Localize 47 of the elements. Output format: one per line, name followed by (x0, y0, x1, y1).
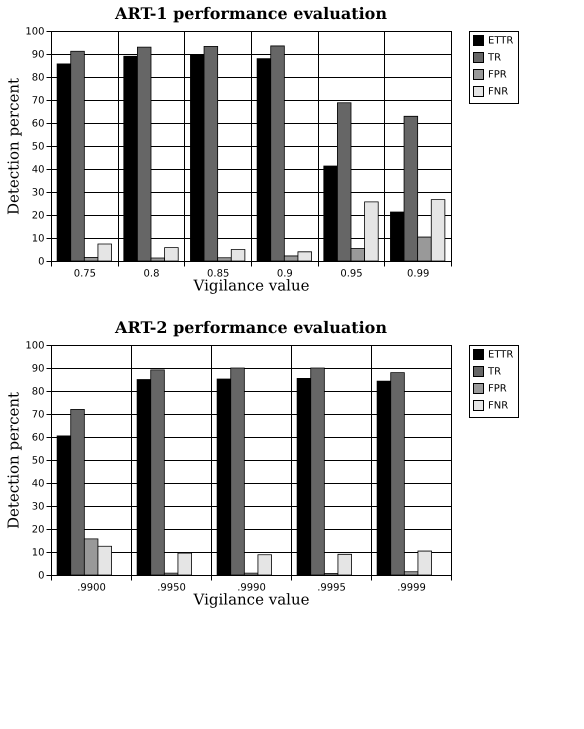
x-tick-label: 0.75 (74, 268, 96, 280)
x-tick-label: .9999 (397, 582, 426, 594)
chart-title: ART-2 performance evaluation (114, 318, 388, 337)
x-tick-label: .9900 (77, 582, 106, 594)
x-tick-label: .9990 (237, 582, 266, 594)
y-tick-label: 0 (38, 256, 44, 268)
y-tick-label: 50 (32, 456, 44, 466)
y-tick-label: 0 (38, 570, 44, 582)
y-tick-label: 10 (32, 548, 44, 558)
y-tick-label: 100 (25, 26, 44, 38)
x-tick-label: 0.95 (340, 268, 363, 280)
y-tick-label: 50 (32, 142, 44, 152)
legend-label: FPR (488, 384, 507, 394)
y-tick-label: 30 (32, 188, 44, 198)
legend-label: FPR (488, 70, 507, 80)
legend-label: TR (487, 366, 502, 378)
x-tick-label: 0.8 (144, 268, 160, 280)
legend-label: TR (487, 52, 502, 64)
y-axis-title: Detection percent (4, 78, 22, 216)
y-tick-label: 70 (32, 96, 44, 106)
x-tick-label: .9950 (157, 582, 186, 594)
y-tick-label: 60 (32, 432, 44, 444)
chart-title: ART-1 performance evaluation (114, 4, 388, 23)
y-tick-label: 100 (25, 340, 44, 352)
y-tick-label: 30 (32, 502, 44, 512)
legend-label: FNR (488, 86, 508, 98)
y-tick-label: 10 (32, 234, 44, 244)
legend-label: ETTR (488, 350, 514, 360)
x-axis-title: Vigilance value (192, 276, 310, 294)
y-tick-label: 40 (32, 164, 44, 176)
y-tick-label: 20 (32, 210, 44, 222)
x-tick-label: 0.99 (407, 268, 430, 280)
x-tick-label: 0.85 (207, 268, 230, 280)
legend-label: ETTR (488, 36, 514, 46)
y-tick-label: 70 (32, 410, 44, 420)
y-tick-label: 40 (32, 478, 44, 490)
y-axis-title: Detection percent (4, 392, 22, 530)
y-tick-label: 80 (32, 386, 44, 398)
y-tick-label: 80 (32, 72, 44, 84)
x-tick-label: .9995 (317, 582, 346, 594)
y-tick-label: 60 (32, 118, 44, 130)
x-axis-title: Vigilance value (192, 590, 310, 608)
y-tick-label: 90 (32, 50, 44, 60)
y-tick-label: 20 (32, 524, 44, 536)
legend-label: FNR (488, 400, 508, 412)
y-tick-label: 90 (32, 364, 44, 374)
x-tick-label: 0.9 (276, 268, 293, 280)
